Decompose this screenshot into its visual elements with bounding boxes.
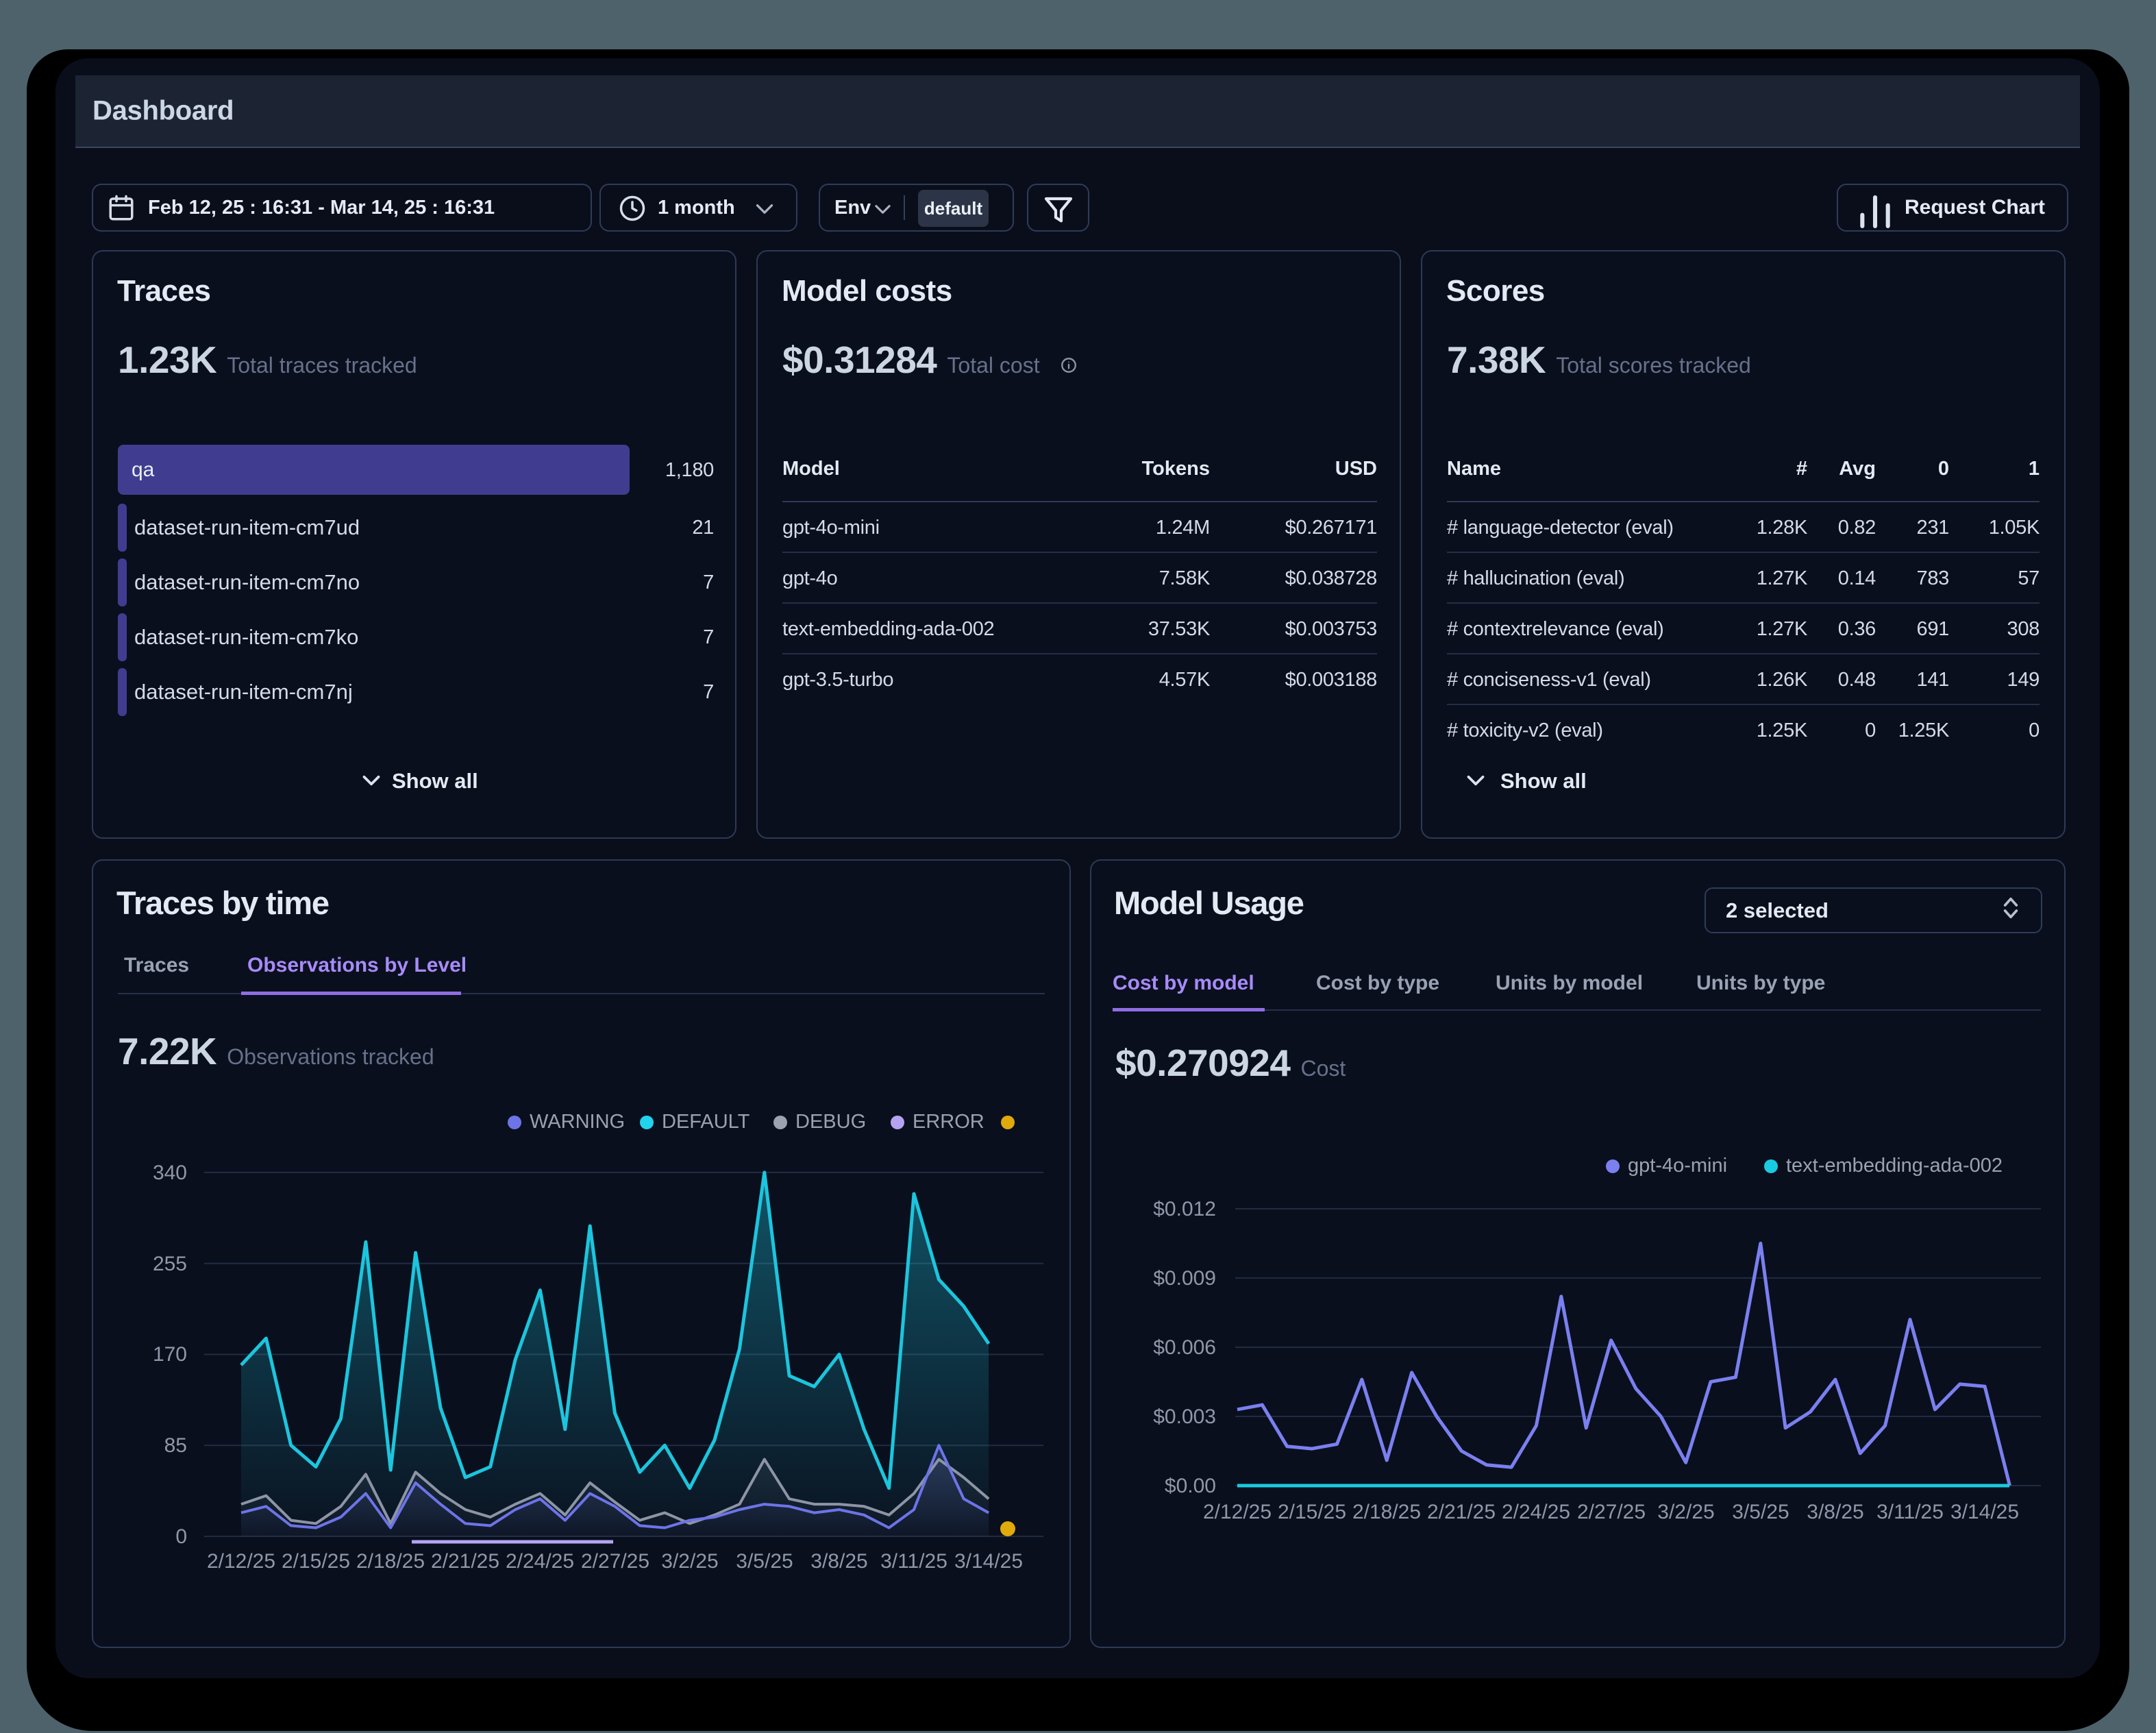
svg-text:2/21/25: 2/21/25 (431, 1550, 499, 1573)
svg-text:3/2/25: 3/2/25 (661, 1550, 718, 1573)
svg-text:2/12/25: 2/12/25 (1203, 1501, 1272, 1523)
svg-text:$0.003: $0.003 (1153, 1405, 1216, 1428)
svg-text:2/18/25: 2/18/25 (356, 1550, 425, 1573)
svg-text:2/12/25: 2/12/25 (207, 1550, 275, 1573)
svg-text:2/27/25: 2/27/25 (581, 1550, 649, 1573)
svg-text:3/14/25: 3/14/25 (954, 1550, 1023, 1573)
svg-text:3/11/25: 3/11/25 (880, 1550, 947, 1573)
svg-text:$0.012: $0.012 (1153, 1198, 1216, 1220)
svg-text:255: 255 (153, 1253, 187, 1275)
svg-text:2/21/25: 2/21/25 (1427, 1501, 1496, 1523)
svg-text:3/8/25: 3/8/25 (1807, 1501, 1863, 1523)
svg-text:340: 340 (153, 1162, 187, 1184)
svg-text:2/18/25: 2/18/25 (1352, 1501, 1421, 1523)
svg-text:2/24/25: 2/24/25 (1502, 1501, 1570, 1523)
svg-text:2/27/25: 2/27/25 (1577, 1501, 1646, 1523)
svg-text:$0.00: $0.00 (1165, 1475, 1216, 1497)
svg-text:3/11/25: 3/11/25 (1876, 1501, 1944, 1523)
svg-text:3/5/25: 3/5/25 (736, 1550, 793, 1573)
svg-text:0: 0 (175, 1525, 187, 1548)
svg-text:3/8/25: 3/8/25 (810, 1550, 867, 1573)
svg-text:$0.006: $0.006 (1153, 1336, 1216, 1359)
svg-text:3/5/25: 3/5/25 (1732, 1501, 1789, 1523)
svg-text:2/24/25: 2/24/25 (506, 1550, 574, 1573)
svg-text:3/14/25: 3/14/25 (1950, 1501, 2019, 1523)
svg-text:170: 170 (153, 1343, 187, 1366)
svg-text:$0.009: $0.009 (1153, 1267, 1216, 1290)
svg-text:85: 85 (164, 1434, 187, 1457)
svg-text:3/2/25: 3/2/25 (1657, 1501, 1714, 1523)
svg-text:2/15/25: 2/15/25 (1278, 1501, 1346, 1523)
svg-text:2/15/25: 2/15/25 (282, 1550, 350, 1573)
